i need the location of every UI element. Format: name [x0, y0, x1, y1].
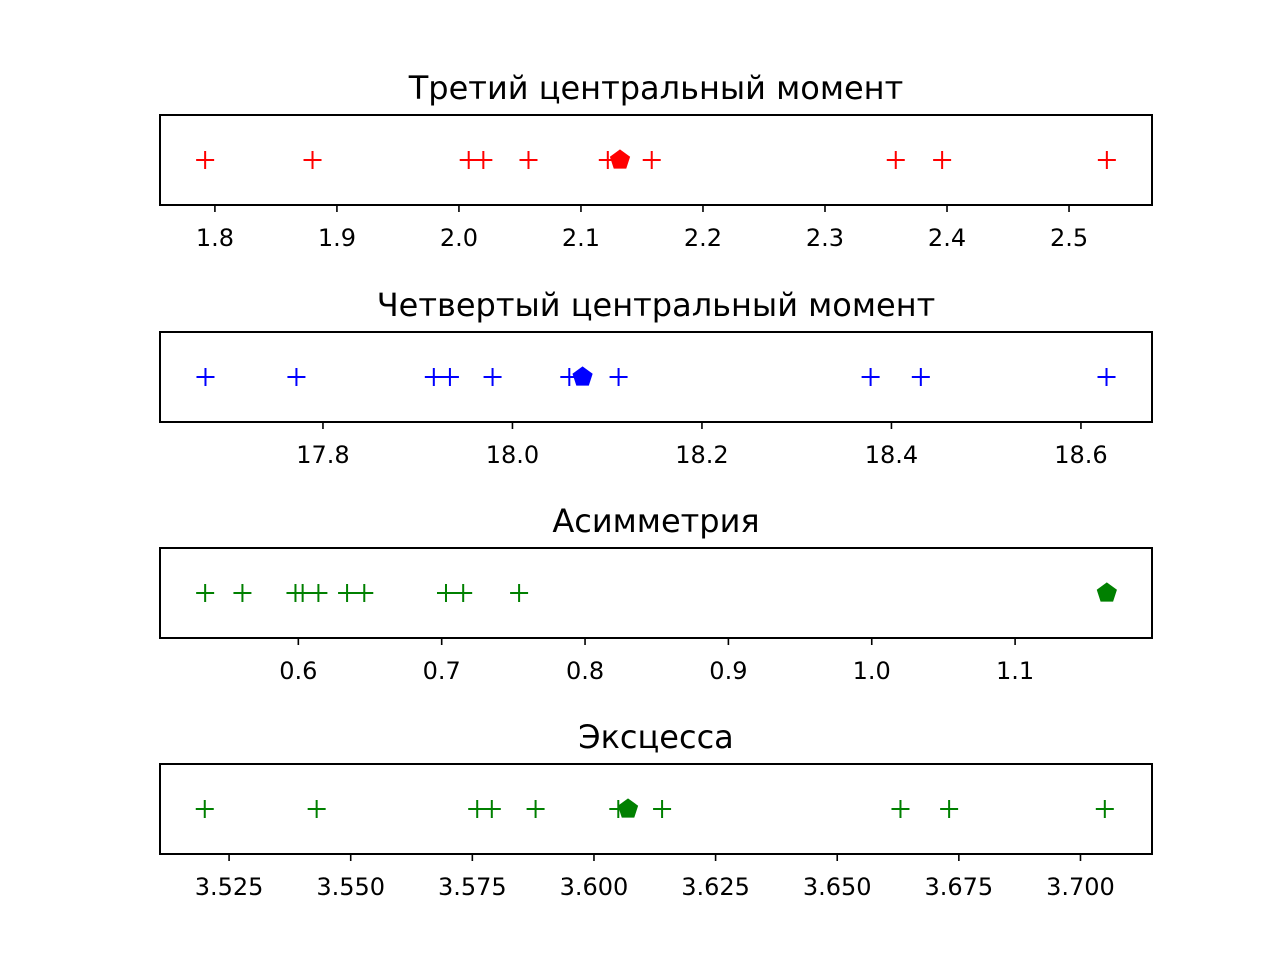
data-point-plus — [526, 800, 545, 818]
subplot-2: Четвертый центральный момент 17.8 18.0 18.2… — [159, 286, 1153, 469]
data-point-plus — [454, 584, 473, 602]
data-point-plus — [293, 584, 312, 602]
x-tick-label: 1.1 — [996, 657, 1034, 685]
subplot-1: Третий центральный момент 1.8 1.9 2.0 2.1 2.2… — [159, 69, 1153, 252]
data-point-plus — [933, 151, 952, 169]
x-tick-label: 18.0 — [486, 441, 539, 469]
data-point-plus — [642, 151, 661, 169]
subplot-3: Асимметрия 0.6 0.7 0.8 0.9 1.0 1.1 — [159, 502, 1153, 685]
data-point-plus — [424, 368, 443, 386]
subplot-4: Эксцесса 3.525 3.550 3.575 3.600 3.625 3.650 3.… — [159, 718, 1153, 901]
data-point-plus — [1097, 151, 1116, 169]
x-tick-label: 3.625 — [681, 873, 750, 901]
data-point-plus — [474, 151, 493, 169]
x-tick-label: 2.4 — [928, 224, 966, 252]
data-point-plus — [482, 800, 501, 818]
data-point-plus — [891, 800, 910, 818]
data-point-plus — [307, 800, 326, 818]
data-point-plus — [355, 584, 374, 602]
data-point-plus — [609, 368, 628, 386]
x-tick-label: 3.550 — [316, 873, 385, 901]
axes-frame — [159, 331, 1153, 423]
x-tick-label: 0.7 — [423, 657, 461, 685]
x-tick-label: 1.0 — [853, 657, 891, 685]
mean-marker-pentagon — [609, 149, 631, 169]
x-tick-label: 2.1 — [562, 224, 600, 252]
x-tick-label: 0.9 — [709, 657, 747, 685]
data-point-plus — [338, 584, 357, 602]
data-point-plus — [440, 368, 459, 386]
axes-frame — [159, 547, 1153, 639]
x-tick-label: 3.700 — [1046, 873, 1115, 901]
x-tick-label: 2.2 — [684, 224, 722, 252]
data-point-plus — [510, 584, 529, 602]
data-point-plus — [195, 800, 214, 818]
x-tick-label: 18.6 — [1054, 441, 1107, 469]
x-tick-label: 18.4 — [865, 441, 918, 469]
data-point-plus — [861, 368, 880, 386]
data-point-plus — [436, 584, 455, 602]
data-point-plus — [940, 800, 959, 818]
data-point-plus — [886, 151, 905, 169]
x-tick-label: 17.8 — [296, 441, 349, 469]
x-tick-label: 0.6 — [279, 657, 317, 685]
x-tick-label: 3.525 — [195, 873, 264, 901]
data-point-plus — [309, 584, 328, 602]
x-tick-label: 3.600 — [560, 873, 629, 901]
x-tick-label: 2.3 — [806, 224, 844, 252]
subplot-title: Четвертый центральный момент — [377, 286, 936, 324]
data-point-plus — [196, 368, 215, 386]
x-tick-label: 3.650 — [803, 873, 872, 901]
x-tick-label: 18.2 — [675, 441, 728, 469]
x-tick-label: 3.675 — [924, 873, 993, 901]
data-point-plus — [196, 151, 215, 169]
data-point-plus — [1095, 800, 1114, 818]
axes-frame — [159, 763, 1153, 855]
data-point-plus — [653, 800, 672, 818]
data-point-plus — [303, 151, 322, 169]
data-point-plus — [483, 368, 502, 386]
x-tick-label: 1.8 — [196, 224, 234, 252]
data-point-plus — [287, 368, 306, 386]
data-point-plus — [1097, 368, 1116, 386]
data-point-plus — [233, 584, 252, 602]
x-tick-label: 1.9 — [318, 224, 356, 252]
x-tick-label: 2.0 — [440, 224, 478, 252]
x-tick-label: 3.575 — [438, 873, 507, 901]
x-tick-label: 0.8 — [566, 657, 604, 685]
subplot-title: Эксцесса — [578, 718, 734, 756]
data-point-plus — [196, 584, 215, 602]
mean-marker-pentagon — [572, 366, 593, 386]
data-point-plus — [519, 151, 538, 169]
subplot-title: Асимметрия — [552, 502, 759, 540]
mean-marker-pentagon — [617, 798, 639, 818]
subplot-title: Третий центральный момент — [408, 69, 903, 107]
x-tick-label: 2.5 — [1050, 224, 1088, 252]
data-point-plus — [911, 368, 930, 386]
axes-frame — [159, 114, 1153, 206]
mean-marker-pentagon — [1096, 582, 1117, 602]
